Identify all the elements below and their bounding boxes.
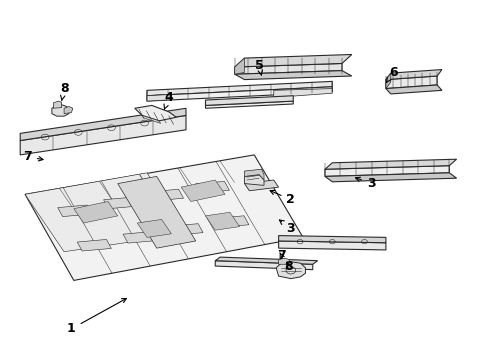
Text: 8: 8: [284, 260, 292, 273]
Polygon shape: [168, 224, 203, 235]
Text: 2: 2: [269, 190, 295, 206]
Polygon shape: [137, 220, 171, 237]
Text: 5: 5: [254, 59, 263, 75]
Text: 8: 8: [60, 82, 68, 100]
Polygon shape: [135, 105, 176, 121]
Polygon shape: [278, 235, 385, 243]
Polygon shape: [74, 202, 118, 223]
Polygon shape: [181, 180, 224, 202]
Polygon shape: [385, 69, 441, 80]
Text: 3: 3: [279, 220, 295, 235]
Polygon shape: [147, 95, 166, 101]
Polygon shape: [205, 101, 293, 108]
Polygon shape: [278, 241, 385, 250]
Text: 4: 4: [163, 91, 173, 109]
Text: 7: 7: [276, 249, 285, 262]
Polygon shape: [215, 261, 312, 270]
Polygon shape: [278, 258, 289, 264]
Text: 7: 7: [23, 150, 43, 163]
Polygon shape: [276, 262, 305, 279]
Polygon shape: [234, 71, 351, 80]
Text: 1: 1: [67, 298, 126, 335]
Polygon shape: [149, 189, 183, 201]
Polygon shape: [205, 96, 293, 105]
Polygon shape: [234, 54, 351, 67]
Polygon shape: [244, 175, 264, 185]
Polygon shape: [147, 87, 331, 101]
Polygon shape: [215, 257, 317, 264]
Polygon shape: [385, 76, 436, 89]
Polygon shape: [118, 176, 195, 248]
Polygon shape: [147, 81, 331, 96]
Polygon shape: [58, 205, 92, 217]
Polygon shape: [234, 58, 244, 74]
Polygon shape: [325, 173, 456, 182]
Polygon shape: [214, 216, 248, 227]
Polygon shape: [142, 116, 160, 123]
Polygon shape: [244, 169, 264, 180]
Polygon shape: [64, 107, 73, 114]
Polygon shape: [53, 101, 61, 108]
Polygon shape: [244, 180, 278, 191]
Polygon shape: [52, 105, 69, 116]
Polygon shape: [385, 85, 441, 94]
Polygon shape: [325, 159, 456, 169]
Polygon shape: [273, 89, 331, 98]
Polygon shape: [20, 116, 185, 155]
Polygon shape: [25, 155, 303, 280]
Polygon shape: [385, 73, 390, 89]
Polygon shape: [325, 166, 448, 176]
Polygon shape: [205, 212, 239, 230]
Text: 3: 3: [355, 177, 375, 190]
Polygon shape: [25, 173, 185, 252]
Polygon shape: [103, 197, 138, 209]
Polygon shape: [20, 108, 185, 140]
Polygon shape: [123, 231, 157, 243]
Polygon shape: [234, 63, 341, 74]
Polygon shape: [195, 181, 229, 193]
Polygon shape: [77, 239, 111, 251]
Text: 6: 6: [386, 66, 397, 82]
